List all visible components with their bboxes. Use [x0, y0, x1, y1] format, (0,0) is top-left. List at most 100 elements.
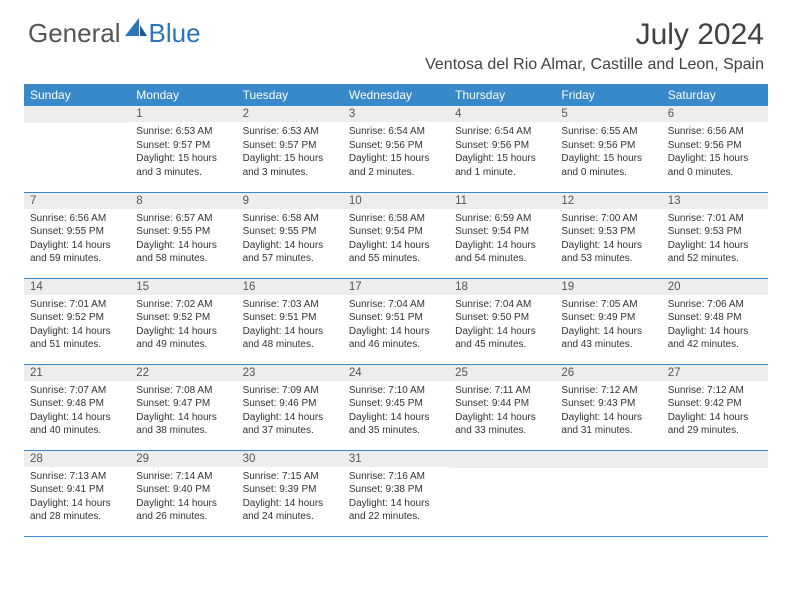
- day-details: Sunrise: 7:00 AMSunset: 9:53 PMDaylight:…: [555, 209, 661, 270]
- sunrise-text: Sunrise: 7:01 AM: [668, 212, 762, 226]
- weekday-header: Saturday: [662, 84, 768, 106]
- sunset-text: Sunset: 9:45 PM: [349, 397, 443, 411]
- daylight-text: Daylight: 15 hours and 0 minutes.: [668, 152, 762, 179]
- daylight-text: Daylight: 15 hours and 0 minutes.: [561, 152, 655, 179]
- title-block: July 2024 Ventosa del Rio Almar, Castill…: [425, 18, 764, 74]
- sunset-text: Sunset: 9:51 PM: [243, 311, 337, 325]
- day-details: Sunrise: 6:58 AMSunset: 9:55 PMDaylight:…: [237, 209, 343, 270]
- sunset-text: Sunset: 9:55 PM: [30, 225, 124, 239]
- sunset-text: Sunset: 9:39 PM: [243, 483, 337, 497]
- daylight-text: Daylight: 14 hours and 22 minutes.: [349, 497, 443, 524]
- sunrise-text: Sunrise: 7:06 AM: [668, 298, 762, 312]
- sunset-text: Sunset: 9:56 PM: [561, 139, 655, 153]
- daylight-text: Daylight: 15 hours and 3 minutes.: [243, 152, 337, 179]
- calendar-day-cell: 31Sunrise: 7:16 AMSunset: 9:38 PMDayligh…: [343, 450, 449, 536]
- sunrise-text: Sunrise: 7:10 AM: [349, 384, 443, 398]
- calendar-day-cell: [24, 106, 130, 192]
- day-number: 21: [24, 365, 130, 381]
- daylight-text: Daylight: 14 hours and 33 minutes.: [455, 411, 549, 438]
- sunrise-text: Sunrise: 6:59 AM: [455, 212, 549, 226]
- daylight-text: Daylight: 14 hours and 37 minutes.: [243, 411, 337, 438]
- daylight-text: Daylight: 14 hours and 45 minutes.: [455, 325, 549, 352]
- day-details: Sunrise: 6:57 AMSunset: 9:55 PMDaylight:…: [130, 209, 236, 270]
- day-details: Sunrise: 7:01 AMSunset: 9:53 PMDaylight:…: [662, 209, 768, 270]
- calendar-day-cell: 17Sunrise: 7:04 AMSunset: 9:51 PMDayligh…: [343, 278, 449, 364]
- sunset-text: Sunset: 9:38 PM: [349, 483, 443, 497]
- day-number: 12: [555, 193, 661, 209]
- sunset-text: Sunset: 9:43 PM: [561, 397, 655, 411]
- sunset-text: Sunset: 9:40 PM: [136, 483, 230, 497]
- day-number: 24: [343, 365, 449, 381]
- day-details: Sunrise: 7:12 AMSunset: 9:43 PMDaylight:…: [555, 381, 661, 442]
- day-details: Sunrise: 6:54 AMSunset: 9:56 PMDaylight:…: [343, 122, 449, 183]
- daylight-text: Daylight: 14 hours and 51 minutes.: [30, 325, 124, 352]
- brand-text-2: Blue: [149, 18, 201, 49]
- daylight-text: Daylight: 14 hours and 55 minutes.: [349, 239, 443, 266]
- daylight-text: Daylight: 14 hours and 31 minutes.: [561, 411, 655, 438]
- calendar-day-cell: 16Sunrise: 7:03 AMSunset: 9:51 PMDayligh…: [237, 278, 343, 364]
- day-number: 23: [237, 365, 343, 381]
- sunset-text: Sunset: 9:41 PM: [30, 483, 124, 497]
- calendar-day-cell: [555, 450, 661, 536]
- calendar-day-cell: 11Sunrise: 6:59 AMSunset: 9:54 PMDayligh…: [449, 192, 555, 278]
- day-details: Sunrise: 7:08 AMSunset: 9:47 PMDaylight:…: [130, 381, 236, 442]
- day-number: 10: [343, 193, 449, 209]
- calendar-day-cell: 2Sunrise: 6:53 AMSunset: 9:57 PMDaylight…: [237, 106, 343, 192]
- daylight-text: Daylight: 14 hours and 49 minutes.: [136, 325, 230, 352]
- sunrise-text: Sunrise: 6:58 AM: [349, 212, 443, 226]
- day-number: 28: [24, 451, 130, 467]
- calendar-week-row: 28Sunrise: 7:13 AMSunset: 9:41 PMDayligh…: [24, 450, 768, 536]
- daylight-text: Daylight: 14 hours and 52 minutes.: [668, 239, 762, 266]
- day-number: 5: [555, 106, 661, 122]
- day-number: 22: [130, 365, 236, 381]
- calendar-day-cell: 10Sunrise: 6:58 AMSunset: 9:54 PMDayligh…: [343, 192, 449, 278]
- calendar-day-cell: 28Sunrise: 7:13 AMSunset: 9:41 PMDayligh…: [24, 450, 130, 536]
- page-header: General Blue July 2024 Ventosa del Rio A…: [0, 0, 792, 78]
- calendar-day-cell: 3Sunrise: 6:54 AMSunset: 9:56 PMDaylight…: [343, 106, 449, 192]
- day-details: Sunrise: 7:05 AMSunset: 9:49 PMDaylight:…: [555, 295, 661, 356]
- day-number: 19: [555, 279, 661, 295]
- sunrise-text: Sunrise: 7:04 AM: [455, 298, 549, 312]
- empty-day: [24, 106, 130, 123]
- day-details: Sunrise: 7:10 AMSunset: 9:45 PMDaylight:…: [343, 381, 449, 442]
- calendar-day-cell: 5Sunrise: 6:55 AMSunset: 9:56 PMDaylight…: [555, 106, 661, 192]
- daylight-text: Daylight: 14 hours and 26 minutes.: [136, 497, 230, 524]
- day-number: 1: [130, 106, 236, 122]
- day-number: 3: [343, 106, 449, 122]
- sunrise-text: Sunrise: 7:11 AM: [455, 384, 549, 398]
- daylight-text: Daylight: 15 hours and 3 minutes.: [136, 152, 230, 179]
- daylight-text: Daylight: 15 hours and 2 minutes.: [349, 152, 443, 179]
- sunset-text: Sunset: 9:48 PM: [668, 311, 762, 325]
- empty-day: [449, 451, 555, 468]
- sunrise-text: Sunrise: 6:57 AM: [136, 212, 230, 226]
- day-details: Sunrise: 6:55 AMSunset: 9:56 PMDaylight:…: [555, 122, 661, 183]
- calendar-day-cell: 1Sunrise: 6:53 AMSunset: 9:57 PMDaylight…: [130, 106, 236, 192]
- day-number: 17: [343, 279, 449, 295]
- sunset-text: Sunset: 9:51 PM: [349, 311, 443, 325]
- sunrise-text: Sunrise: 7:02 AM: [136, 298, 230, 312]
- sunset-text: Sunset: 9:57 PM: [243, 139, 337, 153]
- day-number: 7: [24, 193, 130, 209]
- daylight-text: Daylight: 14 hours and 46 minutes.: [349, 325, 443, 352]
- day-details: Sunrise: 7:13 AMSunset: 9:41 PMDaylight:…: [24, 467, 130, 528]
- weekday-header: Monday: [130, 84, 236, 106]
- day-details: Sunrise: 7:04 AMSunset: 9:50 PMDaylight:…: [449, 295, 555, 356]
- daylight-text: Daylight: 14 hours and 43 minutes.: [561, 325, 655, 352]
- day-number: 9: [237, 193, 343, 209]
- day-details: Sunrise: 7:16 AMSunset: 9:38 PMDaylight:…: [343, 467, 449, 528]
- empty-day: [555, 451, 661, 468]
- daylight-text: Daylight: 14 hours and 48 minutes.: [243, 325, 337, 352]
- day-details: Sunrise: 7:06 AMSunset: 9:48 PMDaylight:…: [662, 295, 768, 356]
- calendar-day-cell: 23Sunrise: 7:09 AMSunset: 9:46 PMDayligh…: [237, 364, 343, 450]
- calendar-day-cell: 12Sunrise: 7:00 AMSunset: 9:53 PMDayligh…: [555, 192, 661, 278]
- day-details: Sunrise: 6:53 AMSunset: 9:57 PMDaylight:…: [237, 122, 343, 183]
- calendar-day-cell: 29Sunrise: 7:14 AMSunset: 9:40 PMDayligh…: [130, 450, 236, 536]
- weekday-header: Tuesday: [237, 84, 343, 106]
- daylight-text: Daylight: 14 hours and 42 minutes.: [668, 325, 762, 352]
- sunrise-text: Sunrise: 7:13 AM: [30, 470, 124, 484]
- sunrise-text: Sunrise: 7:09 AM: [243, 384, 337, 398]
- day-details: Sunrise: 7:07 AMSunset: 9:48 PMDaylight:…: [24, 381, 130, 442]
- day-details: Sunrise: 6:53 AMSunset: 9:57 PMDaylight:…: [130, 122, 236, 183]
- sunrise-text: Sunrise: 7:15 AM: [243, 470, 337, 484]
- sunset-text: Sunset: 9:42 PM: [668, 397, 762, 411]
